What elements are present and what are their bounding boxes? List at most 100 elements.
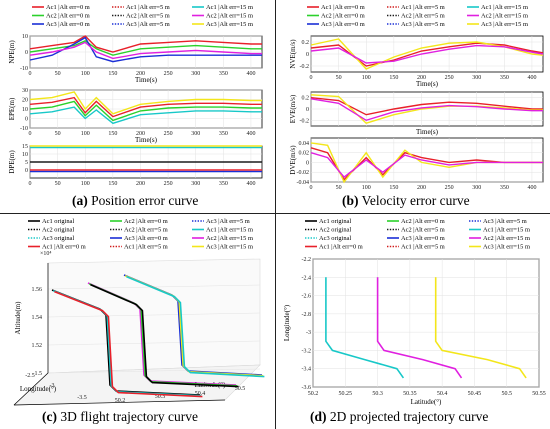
z-exponent-label: ×10⁴ [40, 251, 51, 257]
x-tick-label: 150 [389, 185, 398, 190]
x-tick-label: 350 [219, 181, 228, 187]
legend-label: Ac2 |Alt err=5 m [126, 13, 170, 20]
y-tick-label: 10 [22, 107, 28, 113]
series-line-ac2_15 [310, 152, 543, 179]
x-tick-label: -3 [50, 383, 55, 389]
y-tick-label: 50.2 [115, 398, 126, 404]
y-tick-label: 0.02 [299, 151, 310, 157]
legend-label: Ac3 |Alt err=5 m [206, 218, 250, 225]
x-tick-label: 50.4 [437, 391, 448, 397]
x-tick-label: 350 [219, 131, 228, 137]
panel-d-2d-trajectory: Ac1 original Ac2 |Alt err=0 m Ac3 |Alt err… [277, 215, 550, 407]
caption-d-text: 2D projected trajectory curve [326, 409, 489, 424]
y-tick-label: -2.6 [302, 294, 312, 300]
velocity-error-chart: Ac1 |Alt err=0 m Ac1 |Alt err=5 m Ac1 |Alt… [289, 4, 544, 190]
divider-vertical [275, 0, 276, 429]
y-tick-label: 30 [22, 88, 28, 94]
x-tick-label: 100 [81, 131, 90, 137]
y-tick-label: -0.02 [297, 170, 310, 176]
legend-label: Ac3 |Alt err=0 m [124, 235, 168, 242]
trajectory-2d-chart: Ac1 original Ac2 |Alt err=0 m Ac3 |Alt err… [283, 218, 546, 406]
y-tick-label: -2.4 [302, 275, 312, 281]
plot-area-2D [312, 258, 540, 388]
x-tick-label: 50.25 [339, 391, 353, 397]
y-tick-label: 0 [306, 107, 309, 113]
x-tick-label: 0 [29, 71, 32, 77]
legend-label: Ac1 |Alt err=5 m [124, 244, 168, 251]
x-tick-label: 100 [362, 185, 371, 190]
legend-label: Ac1 |Alt err=5 m [401, 4, 445, 11]
series-line-ac1_15 [29, 106, 262, 125]
x-tick-label: 350 [500, 75, 509, 81]
legend-label: Ac1 |Alt err=0 m [46, 4, 90, 11]
x-tick-label: 300 [191, 71, 200, 77]
x-tick-label: 200 [136, 71, 145, 77]
caption-b: (b) Velocity error curve [342, 193, 470, 209]
x-tick-label: 150 [108, 71, 117, 77]
z-tick-label: 1.5 [35, 371, 43, 377]
series-line-ac3_15 [434, 277, 527, 379]
x-axis-label: Time(s) [416, 80, 439, 88]
z-tick-label: 1.54 [32, 315, 43, 321]
legend-label: Ac1 |Alt err=0 m [319, 244, 363, 251]
x-tick-label: 50.35 [403, 391, 417, 397]
y-tick-label: 10 [22, 34, 28, 40]
x-tick-label: 250 [164, 71, 173, 77]
x-tick-label: 150 [108, 181, 117, 187]
legend-label: Ac1 |Alt err=5 m [126, 4, 170, 11]
legend-label: Ac2 |Alt err=5 m [401, 13, 445, 20]
legend-label: Ac2 |Alt err=0 m [321, 13, 365, 20]
legend-label: Ac2 |Alt err=15 m [483, 235, 530, 242]
legend-label: Ac1 original [319, 218, 351, 225]
series-line-ac3_0 [29, 36, 262, 63]
series-line-ac2_15 [29, 41, 262, 60]
y-tick-label: 0.04 [299, 141, 310, 147]
x-tick-label: 50 [55, 181, 61, 187]
y-tick-label: 10 [22, 152, 28, 158]
panel-a-position-error: Ac1 |Alt err=0 m Ac1 |Alt err=5 m Ac1 |Alt… [0, 0, 274, 212]
x-tick-label: 200 [136, 181, 145, 187]
legend-label: Ac3 |Alt err=15 m [481, 21, 528, 28]
x-tick-label: -3.5 [77, 395, 87, 401]
series-line-ac1_0 [29, 96, 262, 118]
y-axis-label: NVE(m/s) [289, 39, 297, 69]
x-tick-label: 300 [191, 181, 200, 187]
caption-b-text: Velocity error curve [358, 193, 470, 208]
y-tick-label: -3.4 [302, 367, 312, 373]
x-axis-label: Time(s) [416, 128, 439, 136]
legend-label: Ac1 |Alt err=15 m [481, 4, 528, 11]
x-tick-label: 50 [55, 131, 61, 137]
series-line-ac2_15 [310, 98, 543, 122]
x-tick-label: 200 [136, 131, 145, 137]
y-tick-label: -0.2 [300, 64, 310, 70]
y-axis [13, 399, 226, 406]
x-tick-label: 300 [472, 75, 481, 81]
legend-label: Ac2 |Alt err=5 m [401, 227, 445, 234]
x-tick-label: 250 [445, 185, 454, 190]
x-axis-label: Latitude(°) [411, 398, 442, 406]
x-tick-label: 0 [29, 181, 32, 187]
legend-label: Ac3 |Alt err=15 m [206, 21, 253, 28]
legend-label: Ac3 original [42, 235, 74, 242]
series-line-ac2_15 [376, 277, 463, 379]
x-tick-label: -2.5 [25, 373, 35, 379]
x-tick-label: 400 [527, 75, 536, 81]
legend-label: Ac1 |Alt err=5 m [401, 244, 445, 251]
y-tick-label: -3.6 [302, 385, 312, 391]
y-tick-label: -2.2 [302, 257, 312, 263]
legend-label: Ac1 original [42, 218, 74, 225]
y-axis-label: EVE(m/s) [289, 94, 297, 123]
x-tick-label: 50.3 [372, 391, 383, 397]
x-tick-label: 100 [81, 71, 90, 77]
x-tick-label: 50.2 [308, 391, 319, 397]
x-tick-label: 300 [472, 185, 481, 190]
x-tick-label: 250 [164, 131, 173, 137]
legend-label: Ac3 |Alt err=5 m [126, 21, 170, 28]
legend-label: Ac2 |Alt err=0 m [124, 218, 168, 225]
legend-label: Ac3 |Alt err=0 m [401, 235, 445, 242]
legend-label: Ac1 |Alt err=15 m [206, 227, 253, 234]
x-tick-label: 50 [55, 71, 61, 77]
x-axis-label: Time(s) [135, 136, 158, 144]
series-line-ac3_15 [310, 38, 544, 70]
y-tick-label: 0.2 [302, 40, 310, 46]
